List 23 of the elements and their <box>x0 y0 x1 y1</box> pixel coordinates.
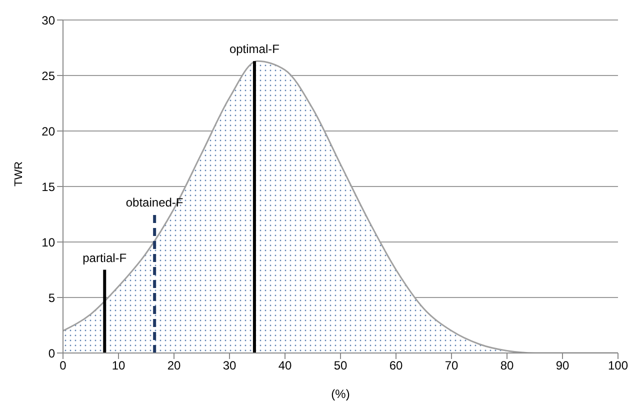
x-tick-label: 30 <box>222 358 236 373</box>
y-tick-label: 0 <box>48 346 56 360</box>
y-tick-label: 20 <box>42 124 56 138</box>
x-tick-label: 10 <box>112 358 126 373</box>
x-tick-label: 70 <box>444 358 458 373</box>
x-tick-label: 80 <box>500 358 514 373</box>
x-tick-label: 100 <box>608 358 628 373</box>
series-label: optimal-F <box>229 42 280 56</box>
x-tick-label: 0 <box>60 358 67 373</box>
series-label: partial-F <box>82 250 127 265</box>
x-tick-label: 60 <box>389 358 403 373</box>
y-tick-label: 10 <box>42 235 56 250</box>
y-tick-label: 30 <box>42 13 56 28</box>
x-tick-label: 40 <box>278 358 292 373</box>
x-tick-label: 90 <box>556 358 570 373</box>
y-tick-label: 5 <box>48 290 56 305</box>
x-axis-title: (%) <box>331 387 350 401</box>
y-tick-label: 25 <box>42 68 56 83</box>
y-tick-label: 15 <box>42 180 56 194</box>
x-tick-label: 50 <box>334 358 348 373</box>
x-tick-label: 20 <box>167 358 181 373</box>
y-axis-title: TWR <box>12 161 25 186</box>
series-label: obtained-F <box>126 195 184 210</box>
